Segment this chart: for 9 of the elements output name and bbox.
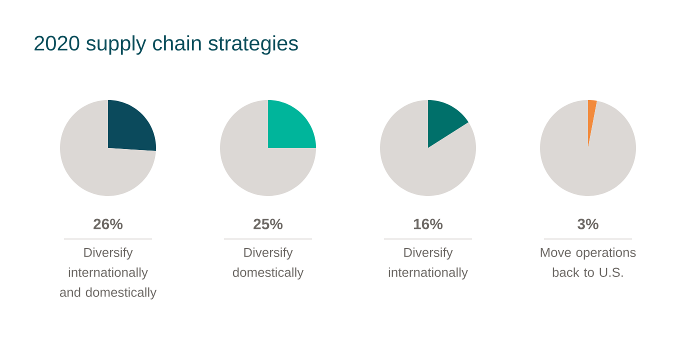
text: Diversify internationally bbox=[388, 248, 468, 280]
text: 25% bbox=[254, 218, 283, 230]
chart-title: 2020 supply chain strategies bbox=[34, 35, 298, 55]
text: Move operations back to U.S. bbox=[540, 248, 636, 277]
text: Diversify internationally and domestically bbox=[60, 248, 157, 300]
text: 26% bbox=[94, 218, 123, 230]
text: Diversify domestically bbox=[232, 248, 304, 280]
text: 16% bbox=[414, 218, 443, 230]
text: 3% bbox=[578, 218, 598, 230]
